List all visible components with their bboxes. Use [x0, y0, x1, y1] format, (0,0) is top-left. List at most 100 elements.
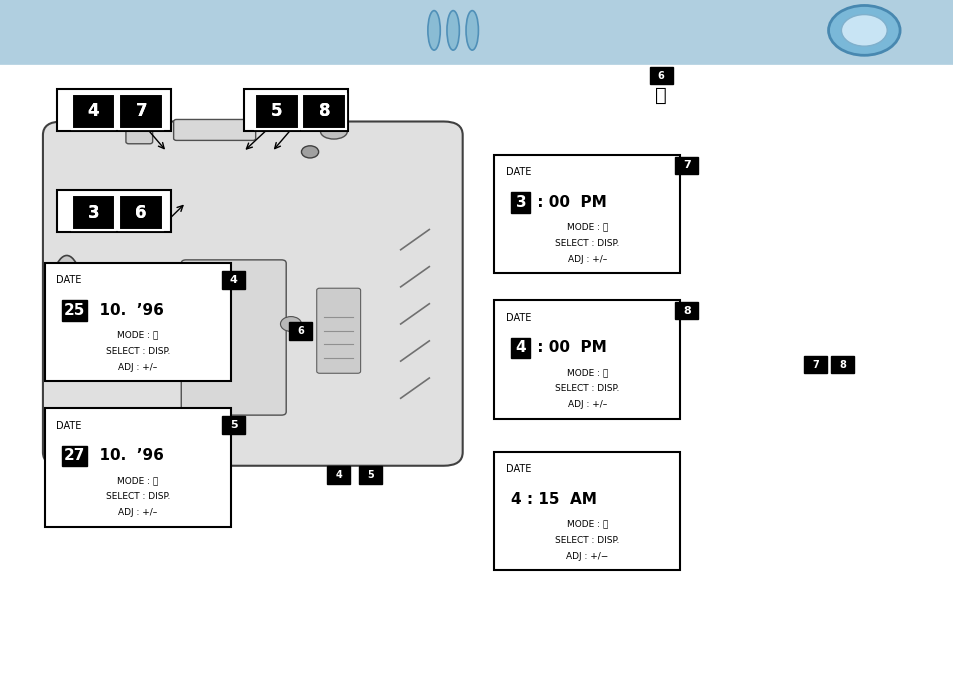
- FancyBboxPatch shape: [494, 300, 679, 418]
- Text: 8: 8: [318, 103, 330, 120]
- Text: DATE: DATE: [505, 464, 531, 475]
- Text: SELECT : DISP.: SELECT : DISP.: [555, 239, 618, 248]
- Text: 6: 6: [657, 71, 664, 80]
- FancyBboxPatch shape: [45, 263, 231, 381]
- Text: DATE: DATE: [56, 421, 82, 431]
- FancyBboxPatch shape: [675, 302, 698, 319]
- Text: 27: 27: [64, 448, 85, 463]
- FancyBboxPatch shape: [0, 0, 953, 64]
- FancyBboxPatch shape: [244, 89, 348, 131]
- FancyBboxPatch shape: [803, 356, 826, 373]
- Text: : 00  PM: : 00 PM: [532, 340, 606, 355]
- Ellipse shape: [301, 146, 318, 158]
- Text: 4: 4: [230, 275, 237, 285]
- Text: 7: 7: [135, 103, 147, 120]
- FancyBboxPatch shape: [327, 466, 350, 484]
- FancyBboxPatch shape: [830, 356, 853, 373]
- Text: DATE: DATE: [505, 167, 531, 178]
- FancyBboxPatch shape: [254, 94, 298, 129]
- Text: MODE : ⚿: MODE : ⚿: [566, 223, 607, 232]
- Ellipse shape: [841, 15, 886, 46]
- FancyBboxPatch shape: [222, 416, 245, 434]
- Text: SELECT : DISP.: SELECT : DISP.: [555, 384, 618, 393]
- Text: 6: 6: [135, 204, 147, 221]
- FancyBboxPatch shape: [43, 122, 462, 466]
- Text: MODE : ⚿: MODE : ⚿: [566, 368, 607, 377]
- Text: : 00  PM: : 00 PM: [532, 195, 606, 210]
- Text: 4: 4: [335, 470, 342, 480]
- Text: 4: 4: [88, 103, 99, 120]
- Ellipse shape: [49, 256, 85, 363]
- FancyBboxPatch shape: [62, 300, 87, 321]
- FancyBboxPatch shape: [119, 94, 163, 129]
- FancyBboxPatch shape: [675, 157, 698, 174]
- Text: 5: 5: [366, 470, 374, 480]
- Text: MODE : ⚿: MODE : ⚿: [117, 476, 158, 485]
- Text: MODE : ⚿: MODE : ⚿: [117, 331, 158, 340]
- FancyBboxPatch shape: [302, 94, 346, 129]
- Text: 4: 4: [515, 340, 526, 355]
- FancyBboxPatch shape: [316, 288, 360, 373]
- Text: SELECT : DISP.: SELECT : DISP.: [106, 492, 170, 501]
- Ellipse shape: [827, 5, 900, 55]
- Text: 8: 8: [838, 360, 845, 369]
- Text: 5: 5: [230, 421, 237, 430]
- FancyBboxPatch shape: [649, 67, 672, 84]
- FancyBboxPatch shape: [289, 322, 312, 340]
- Text: 7: 7: [811, 360, 819, 369]
- FancyBboxPatch shape: [222, 271, 245, 289]
- Text: 4 : 15  AM: 4 : 15 AM: [511, 492, 597, 507]
- Text: ADJ : +/–: ADJ : +/–: [118, 363, 157, 372]
- Text: ADJ : +/−: ADJ : +/−: [565, 552, 608, 561]
- FancyBboxPatch shape: [119, 195, 163, 230]
- Text: MODE : ⚿: MODE : ⚿: [566, 520, 607, 529]
- Text: 6: 6: [135, 204, 147, 221]
- Text: SELECT : DISP.: SELECT : DISP.: [555, 536, 618, 545]
- Text: 4: 4: [88, 103, 99, 120]
- Text: 8: 8: [682, 306, 690, 315]
- FancyBboxPatch shape: [254, 94, 298, 129]
- Text: ADJ : +/–: ADJ : +/–: [567, 255, 606, 264]
- Ellipse shape: [465, 11, 478, 50]
- Text: 10.  ’96: 10. ’96: [89, 303, 163, 318]
- FancyBboxPatch shape: [302, 94, 346, 129]
- Ellipse shape: [446, 11, 459, 50]
- FancyBboxPatch shape: [45, 408, 231, 526]
- FancyBboxPatch shape: [57, 89, 171, 131]
- FancyBboxPatch shape: [62, 446, 87, 466]
- FancyBboxPatch shape: [57, 190, 171, 232]
- Text: ⚿: ⚿: [655, 86, 666, 105]
- FancyBboxPatch shape: [119, 94, 163, 129]
- Text: ADJ : +/–: ADJ : +/–: [567, 400, 606, 409]
- Text: ADJ : +/–: ADJ : +/–: [118, 508, 157, 517]
- Text: 8: 8: [318, 103, 330, 120]
- FancyBboxPatch shape: [494, 155, 679, 273]
- Ellipse shape: [427, 11, 439, 50]
- Text: 7: 7: [135, 103, 147, 120]
- Text: 10.  ’96: 10. ’96: [89, 448, 163, 463]
- FancyBboxPatch shape: [71, 94, 115, 129]
- Ellipse shape: [280, 317, 301, 331]
- FancyBboxPatch shape: [358, 466, 381, 484]
- FancyBboxPatch shape: [511, 192, 530, 213]
- Text: 3: 3: [515, 195, 526, 210]
- Text: 5: 5: [271, 103, 282, 120]
- Text: 3: 3: [88, 204, 99, 221]
- FancyBboxPatch shape: [71, 94, 115, 129]
- FancyBboxPatch shape: [494, 452, 679, 570]
- Text: SELECT : DISP.: SELECT : DISP.: [106, 347, 170, 356]
- FancyBboxPatch shape: [71, 195, 115, 230]
- Text: DATE: DATE: [505, 313, 531, 323]
- Text: 7: 7: [682, 161, 690, 170]
- FancyBboxPatch shape: [173, 119, 255, 140]
- Ellipse shape: [320, 124, 347, 139]
- Text: 25: 25: [64, 303, 85, 318]
- Text: 3: 3: [88, 204, 99, 221]
- FancyBboxPatch shape: [71, 195, 115, 230]
- FancyBboxPatch shape: [511, 338, 530, 358]
- Text: 6: 6: [296, 326, 304, 335]
- FancyBboxPatch shape: [126, 119, 152, 144]
- Text: DATE: DATE: [56, 275, 82, 286]
- Text: 5: 5: [271, 103, 282, 120]
- FancyBboxPatch shape: [119, 195, 163, 230]
